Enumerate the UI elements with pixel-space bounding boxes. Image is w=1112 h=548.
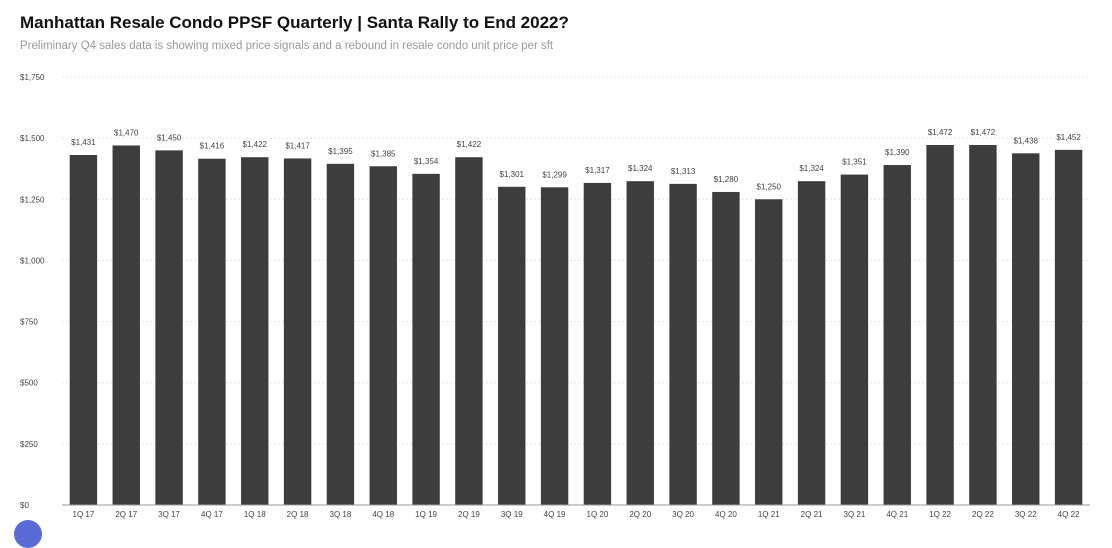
- bar: [583, 182, 612, 506]
- chart-title: Manhattan Resale Condo PPSF Quarterly | …: [20, 13, 569, 32]
- x-tick-label: 3Q 22: [1015, 510, 1037, 519]
- data-label: $1,385: [371, 149, 396, 158]
- y-tick-label: $500: [20, 379, 38, 388]
- y-tick-label: $0: [20, 501, 29, 510]
- data-label: $1,417: [285, 141, 310, 150]
- data-label: $1,470: [114, 128, 139, 137]
- bar: [369, 166, 397, 506]
- x-tick-label: 1Q 22: [929, 510, 951, 519]
- chart-subtitle: Preliminary Q4 sales data is showing mix…: [20, 40, 554, 52]
- data-label: $1,250: [757, 182, 782, 191]
- x-tick-label: 4Q 17: [201, 510, 223, 519]
- gridlines: [62, 76, 1090, 445]
- x-tick-label: 3Q 20: [672, 510, 694, 519]
- x-tick-label: 1Q 21: [758, 510, 780, 519]
- data-label: $1,313: [671, 167, 696, 176]
- avatar[interactable]: [14, 520, 42, 548]
- data-label: $1,351: [842, 158, 867, 167]
- x-tick-label: 1Q 19: [415, 510, 437, 519]
- bar: [883, 165, 911, 505]
- x-tick-label: 2Q 21: [801, 510, 823, 519]
- y-tick-label: $750: [20, 318, 38, 327]
- x-tick-label: 4Q 22: [1058, 510, 1080, 519]
- bar: [69, 155, 98, 505]
- x-tick-label: 3Q 18: [330, 510, 352, 519]
- x-tick-label: 4Q 21: [886, 510, 908, 519]
- x-tick-label: 3Q 17: [158, 510, 180, 519]
- data-label: $1,422: [243, 140, 268, 149]
- y-tick-label: $250: [20, 440, 38, 449]
- bar: [283, 158, 312, 505]
- y-axis-ticks: $0 $250 $500 $750 $1,000 $1,250 $1,500 $1,750: [20, 73, 45, 510]
- x-tick-label: 2Q 20: [629, 510, 651, 519]
- data-label: $1,472: [971, 128, 996, 137]
- x-tick-label: 1Q 18: [244, 510, 266, 519]
- data-label: $1,416: [200, 142, 225, 151]
- x-tick-label: 4Q 20: [715, 510, 737, 519]
- bar: [155, 150, 183, 505]
- x-tick-label: 4Q 18: [372, 510, 394, 519]
- x-tick-label: 4Q 19: [544, 510, 566, 519]
- x-axis-ticks: 1Q 17 2Q 17 3Q 17 4Q 17 1Q 18 2Q 18 3Q 18 4Q 18…: [73, 510, 1081, 519]
- data-label: $1,395: [328, 147, 353, 156]
- x-tick-label: 2Q 18: [287, 510, 309, 519]
- data-label: $1,299: [542, 170, 567, 179]
- bars: [69, 144, 1083, 506]
- x-tick-label: 3Q 21: [844, 510, 866, 519]
- data-labels: $1,431 $1,470 $1,450 $1,416 $1,422 $1,417 $1,3…: [71, 128, 1081, 191]
- bar: [669, 183, 697, 505]
- y-tick-label: $1,500: [20, 134, 45, 143]
- bar: [540, 187, 569, 506]
- bar: [840, 174, 869, 506]
- data-label: $1,422: [457, 140, 482, 149]
- y-tick-label: $1,250: [20, 195, 45, 204]
- data-label: $1,472: [928, 128, 953, 137]
- bar: [241, 157, 269, 505]
- bar: [326, 163, 355, 505]
- x-tick-label: 1Q 20: [587, 510, 609, 519]
- bar: [198, 158, 226, 505]
- x-tick-label: 2Q 19: [458, 510, 480, 519]
- data-label: $1,438: [1014, 136, 1039, 145]
- bar: [112, 145, 140, 506]
- bar: [626, 181, 654, 505]
- data-label: $1,390: [885, 148, 910, 157]
- bar: [1054, 149, 1083, 506]
- y-tick-label: $1,000: [20, 256, 45, 265]
- bar: [1012, 153, 1040, 506]
- bar: [455, 157, 483, 505]
- y-tick-label: $1,750: [20, 73, 45, 82]
- bar: [498, 186, 526, 506]
- x-tick-label: 1Q 17: [73, 510, 95, 519]
- data-label: $1,450: [157, 133, 182, 142]
- bar: [755, 199, 783, 506]
- data-label: $1,431: [71, 138, 96, 147]
- x-tick-label: 2Q 22: [972, 510, 994, 519]
- data-label: $1,317: [585, 166, 610, 175]
- data-label: $1,280: [714, 175, 739, 184]
- bar: [797, 181, 826, 505]
- data-label: $1,324: [628, 164, 653, 173]
- data-label: $1,301: [500, 170, 525, 179]
- bar: [412, 173, 440, 505]
- bar: [969, 144, 997, 506]
- x-tick-label: 2Q 17: [115, 510, 137, 519]
- data-label: $1,354: [414, 157, 439, 166]
- data-label: $1,324: [799, 164, 824, 173]
- x-tick-label: 3Q 19: [501, 510, 523, 519]
- data-label: $1,452: [1056, 133, 1081, 142]
- bar: [712, 191, 740, 505]
- bar: [926, 144, 954, 506]
